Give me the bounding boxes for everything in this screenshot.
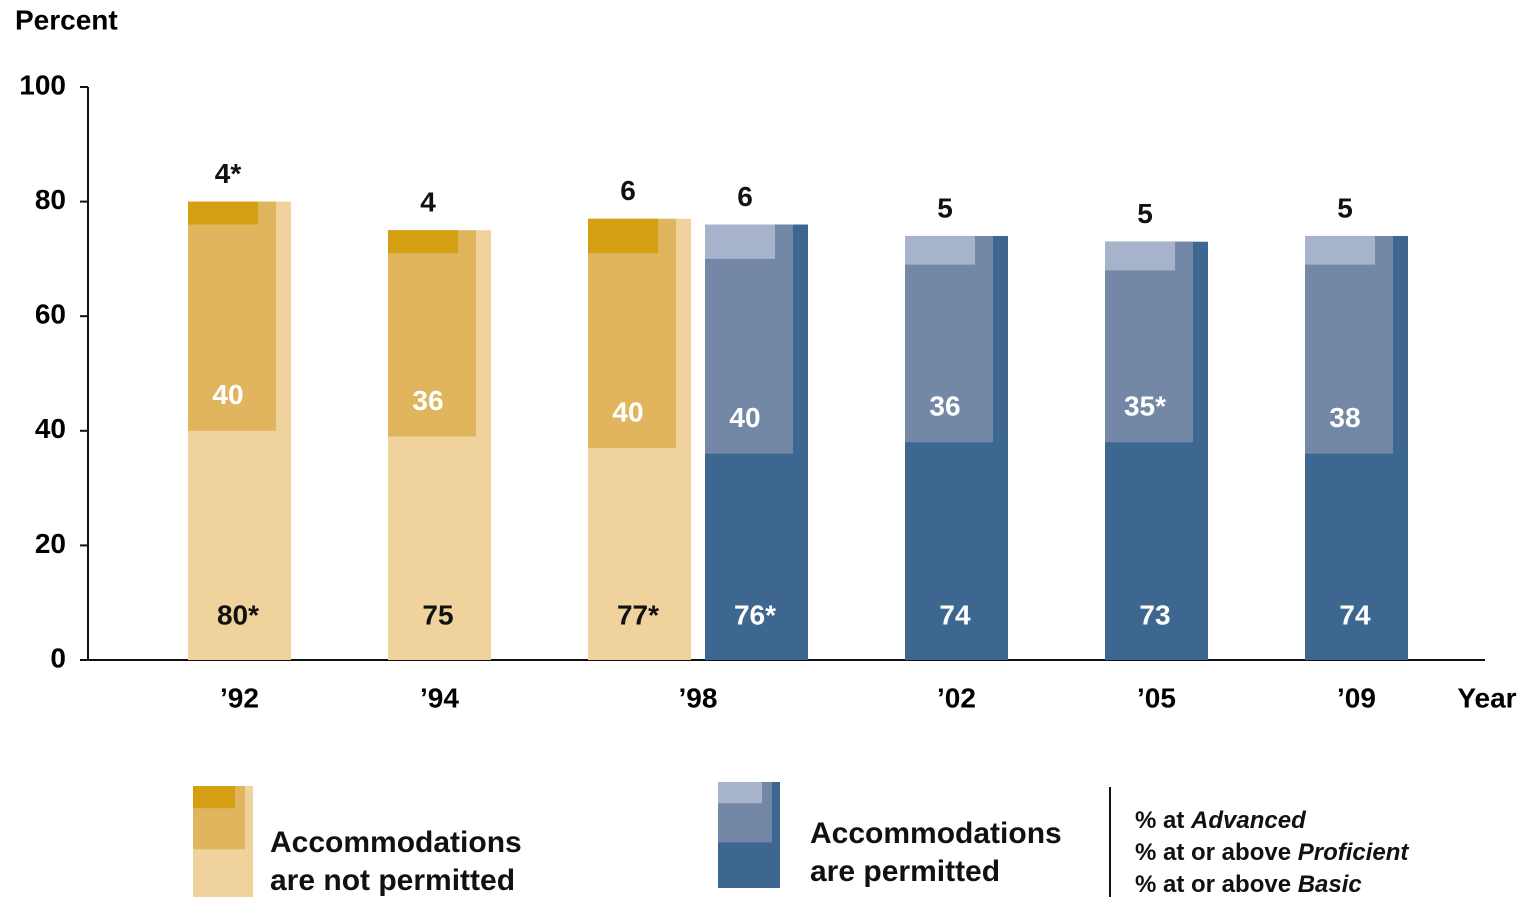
proficient-label: 36 xyxy=(412,385,443,416)
advanced-bar xyxy=(388,230,458,254)
x-tick-label: ’09 xyxy=(1337,682,1376,713)
advanced-bar xyxy=(705,224,775,259)
chart-title: Percent xyxy=(15,4,118,35)
proficient-label: 35* xyxy=(1124,391,1166,422)
legend-label: Accommodations are not permitted xyxy=(270,826,522,897)
proficient-label: 40 xyxy=(729,402,760,433)
y-tick-label: 100 xyxy=(19,69,66,100)
advanced-bar xyxy=(905,235,975,265)
advanced-bar xyxy=(1105,241,1175,271)
x-tick-label: ’98 xyxy=(679,682,718,713)
legend-swatch xyxy=(718,782,762,804)
basic-label: 74 xyxy=(1339,599,1371,630)
level-prefix: % at or above xyxy=(1135,839,1291,866)
advanced-bar xyxy=(588,218,658,254)
level-prefix: % at or above xyxy=(1135,871,1291,898)
proficient-bar xyxy=(588,218,676,448)
x-axis-label: Year xyxy=(1457,682,1516,713)
proficient-label: 36 xyxy=(929,391,960,422)
level-legend: % at Advanced xyxy=(1135,807,1307,834)
basic-label: 74 xyxy=(939,599,971,630)
advanced-label: 5 xyxy=(937,192,953,223)
basic-label: 80* xyxy=(217,599,259,630)
level-name: Advanced xyxy=(1190,807,1307,834)
level-prefix: % at xyxy=(1135,807,1184,834)
y-tick-label: 80 xyxy=(35,184,66,215)
advanced-bar xyxy=(188,201,258,225)
y-tick-label: 40 xyxy=(35,413,66,444)
y-tick-label: 60 xyxy=(35,299,66,330)
advanced-label: 4 xyxy=(420,187,436,218)
x-tick-label: ’02 xyxy=(937,682,976,713)
proficient-bar xyxy=(705,224,793,454)
x-tick-label: ’94 xyxy=(420,682,459,713)
proficient-label: 38 xyxy=(1329,402,1360,433)
proficient-bar xyxy=(905,235,993,443)
advanced-label: 5 xyxy=(1337,192,1353,223)
y-tick-label: 0 xyxy=(50,642,66,673)
x-tick-label: ’92 xyxy=(220,682,259,713)
proficient-bar xyxy=(388,230,476,437)
x-tick-label: ’05 xyxy=(1137,682,1176,713)
level-name: Basic xyxy=(1298,871,1362,898)
level-legend: % at or above Basic xyxy=(1135,871,1362,898)
level-legend: % at or above Proficient xyxy=(1135,839,1409,866)
proficient-bar xyxy=(1105,241,1193,443)
advanced-label: 5 xyxy=(1137,198,1153,229)
level-name: Proficient xyxy=(1298,839,1410,866)
advanced-label: 4* xyxy=(215,158,242,189)
basic-label: 76* xyxy=(734,599,776,630)
advanced-bar xyxy=(1305,235,1375,265)
advanced-label: 6 xyxy=(620,175,636,206)
proficient-label: 40 xyxy=(212,379,243,410)
legend-swatch xyxy=(193,786,235,809)
proficient-bar xyxy=(1305,235,1393,454)
y-tick-label: 20 xyxy=(35,528,66,559)
basic-label: 77* xyxy=(617,599,659,630)
basic-label: 75 xyxy=(422,599,453,630)
basic-label: 73 xyxy=(1139,599,1170,630)
proficient-label: 40 xyxy=(612,396,643,427)
advanced-label: 6 xyxy=(737,181,753,212)
proficient-bar xyxy=(188,201,276,431)
legend-label: Accommodations are permitted xyxy=(810,817,1062,888)
